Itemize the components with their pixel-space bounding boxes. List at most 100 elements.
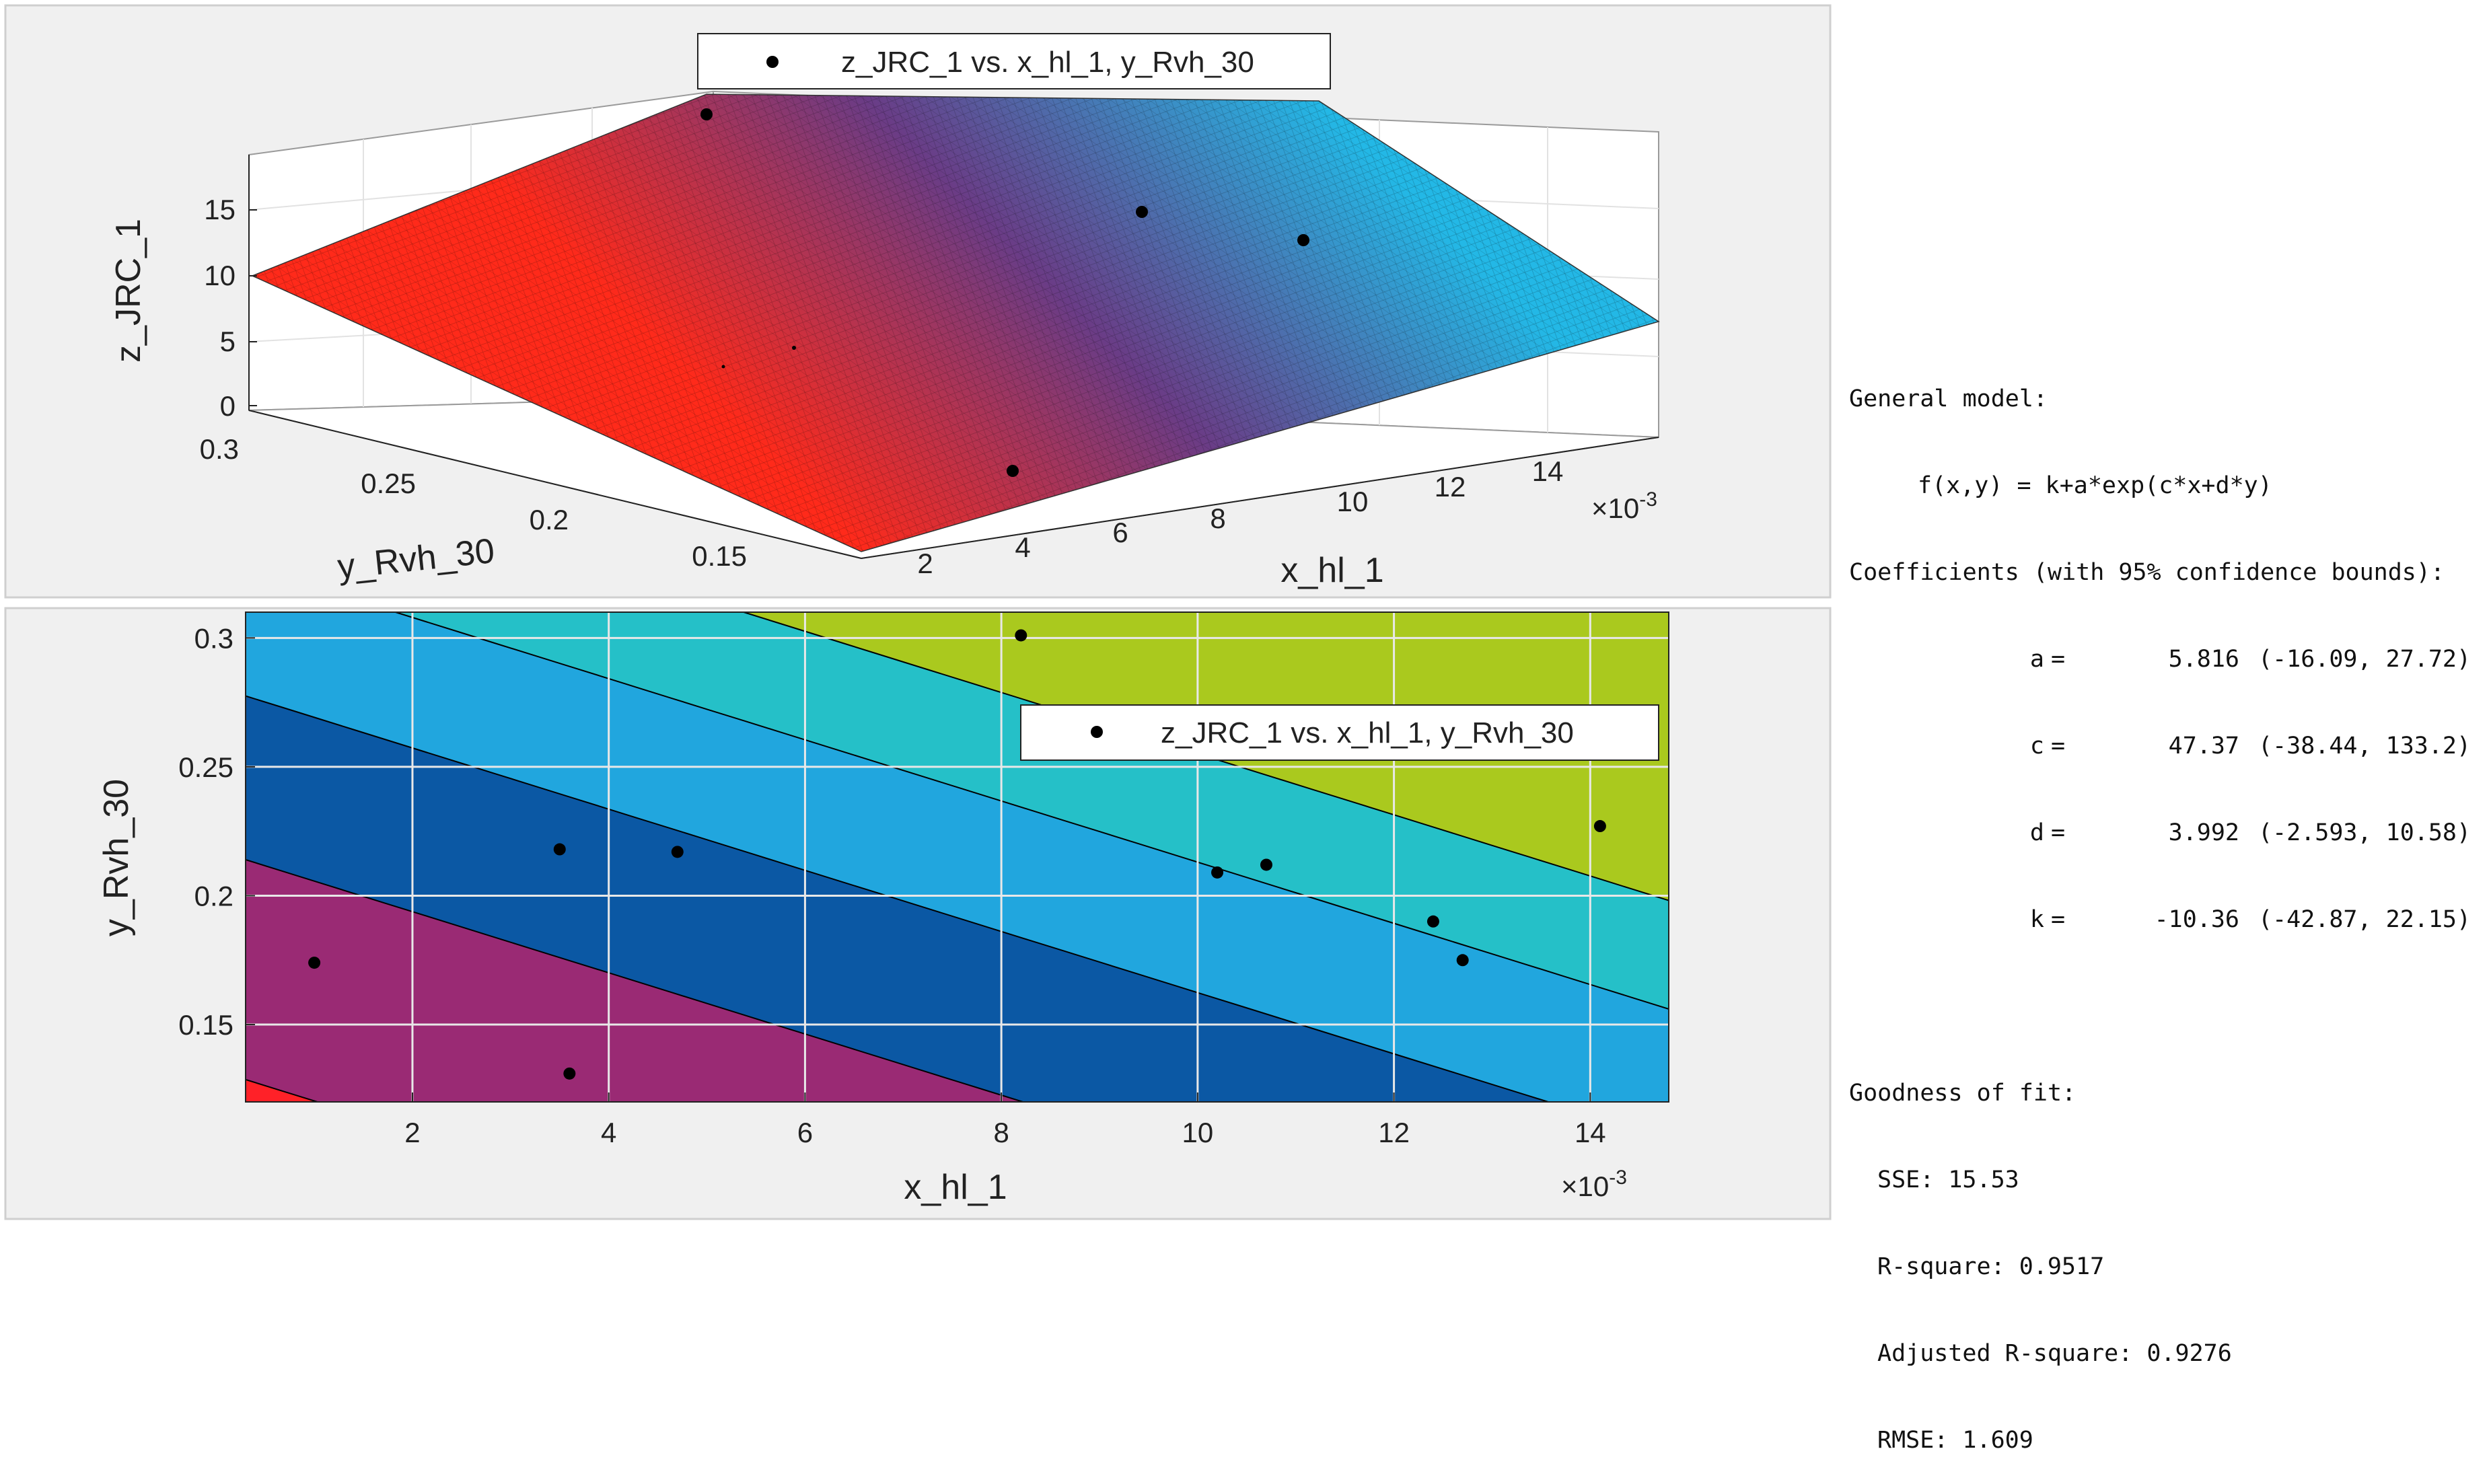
- z-tick-label: 5: [220, 326, 236, 357]
- contour-data-point: [553, 843, 566, 856]
- contour-x-exponent-power: -3: [1609, 1166, 1627, 1189]
- contour-legend-box: [1020, 704, 1659, 761]
- fit-surface-mesh-2: [252, 94, 1659, 552]
- model-formula: f(x,y) = k+a*exp(c*x+d*y): [1918, 472, 2272, 499]
- coef-value: 47.37: [2168, 733, 2239, 759]
- rsquare-value: R-square: 0.9517: [1877, 1253, 2105, 1280]
- coef-value: 3.992: [2168, 819, 2239, 846]
- contour-data-point: [1593, 820, 1606, 833]
- y-tick-label: 0.3: [194, 622, 233, 654]
- dot-icon: [1091, 726, 1103, 738]
- coef-bounds: (-38.44, 133.2): [2258, 733, 2471, 759]
- coefficient-row: a = 5.816 (-16.09, 27.72): [1849, 645, 2486, 674]
- contour-legend-label: z_JRC_1 vs. x_hl_1, y_Rvh_30: [1161, 716, 1574, 749]
- contour-data-point: [1260, 858, 1272, 871]
- x-tick-label: 4: [1015, 531, 1030, 563]
- contour-x-exponent-base: ×10: [1561, 1171, 1609, 1202]
- adj-rsquare-value: Adjusted R-square: 0.9276: [1877, 1340, 2232, 1367]
- coef-value: 5.816: [2168, 646, 2239, 673]
- sse-value: SSE: 15.53: [1877, 1166, 2019, 1193]
- contour-legend[interactable]: z_JRC_1 vs. x_hl_1, y_Rvh_30: [1020, 704, 1659, 761]
- goodness-label: Goodness of fit:: [1849, 1080, 2077, 1107]
- surface-legend[interactable]: z_JRC_1 vs. x_hl_1, y_Rvh_30: [697, 33, 1331, 89]
- coef-name: c: [2029, 733, 2044, 759]
- coef-name: k: [2029, 906, 2044, 933]
- y-tick-label: 0.2: [530, 504, 569, 535]
- contour-data-point: [1456, 954, 1469, 967]
- coefficient-row: c = 47.37 (-38.44, 133.2): [1849, 732, 2486, 761]
- x-tick-label: 2: [917, 548, 933, 579]
- x-tick-label: 2: [404, 1117, 420, 1148]
- surface-panel: 0 5 10 15 z_JRC_1 0.3 0.25 0.2 0.15 y_Rv…: [4, 4, 1832, 599]
- z-ticks: [249, 209, 257, 406]
- x-tick-label: 12: [1378, 1117, 1410, 1148]
- contour-grid: [246, 612, 1669, 1102]
- surface-legend-label: z_JRC_1 vs. x_hl_1, y_Rvh_30: [841, 46, 1254, 79]
- contour-x-axis-label: x_hl_1: [904, 1168, 1007, 1207]
- coef-bounds: (-42.87, 22.15): [2258, 906, 2471, 933]
- x-tick-label: 6: [1112, 517, 1128, 548]
- y-tick-label: 0.3: [200, 433, 239, 465]
- general-model-label: General model:: [1849, 385, 2048, 412]
- x-tick-label: 6: [797, 1117, 813, 1148]
- surface-data-point: [721, 365, 725, 369]
- x-exponent-power: -3: [1639, 488, 1657, 511]
- spacer: [1849, 992, 2486, 1021]
- x-exponent-base: ×10: [1591, 492, 1639, 524]
- rmse-value: RMSE: 1.609: [1877, 1427, 2033, 1454]
- x-tick-label: 4: [601, 1117, 616, 1148]
- contour-panel: 2 4 6 8 10 12 14 0.15 0.2 0.25 0.3 x_hl_1 y_Rvh_30…: [4, 607, 1832, 1220]
- contour-points: [308, 629, 1606, 1080]
- contour-data-point: [1211, 866, 1224, 879]
- coefficient-row: d = 3.992 (-2.593, 10.58): [1849, 819, 2486, 848]
- coefficient-row: k = -10.36 (-42.87, 22.15): [1849, 905, 2486, 934]
- coef-value: -10.36: [2154, 906, 2239, 933]
- coef-name: d: [2029, 819, 2044, 846]
- z-tick-label: 15: [204, 194, 236, 225]
- contour-data-point: [563, 1067, 576, 1080]
- surface-data-point: [1297, 234, 1309, 246]
- y-tick-label: 0.25: [361, 468, 416, 499]
- y-axis-line: [248, 410, 862, 559]
- contour-data-point: [671, 846, 684, 858]
- contour-data-point: [308, 957, 321, 969]
- z-axis-label: z_JRC_1: [109, 219, 148, 363]
- fit-results-panel: General model: f(x,y) = k+a*exp(c*x+d*y)…: [1849, 327, 2486, 1484]
- contour-data-point: [1427, 915, 1439, 928]
- coef-bounds: (-2.593, 10.58): [2258, 819, 2471, 846]
- x-tick-label: 12: [1435, 471, 1466, 503]
- figure-canvas: 0 5 10 15 z_JRC_1 0.3 0.25 0.2 0.15 y_Rv…: [4, 4, 1832, 1220]
- contour-x-exponent: ×10-3: [1561, 1166, 1627, 1202]
- coefficients-label: Coefficients (with 95% confidence bounds…: [1849, 559, 2445, 586]
- contour-line: [393, 612, 1669, 1010]
- x-axis-label: x_hl_1: [1280, 551, 1383, 590]
- x-axis-line: [861, 437, 1659, 559]
- x-exponent: ×10-3: [1591, 488, 1657, 524]
- dot-icon: [766, 56, 779, 68]
- x-tick-label: 8: [993, 1117, 1009, 1148]
- y-tick-label: 0.2: [194, 880, 233, 912]
- y-tick-label: 0.15: [692, 540, 747, 572]
- contour-line: [246, 858, 1025, 1102]
- y-tick-label: 0.25: [178, 751, 233, 783]
- surface-data-point: [700, 108, 713, 120]
- surface-data-point: [1136, 206, 1148, 218]
- z-tick-label: 0: [220, 390, 236, 422]
- x-tick-label: 10: [1337, 486, 1369, 517]
- x-tick-label: 14: [1575, 1117, 1606, 1148]
- x-tick-label: 14: [1532, 455, 1564, 487]
- surface-legend-box: [697, 33, 1331, 89]
- x-tick-label: 10: [1182, 1117, 1214, 1148]
- contour-line: [741, 612, 1669, 901]
- x-tick-label: 8: [1210, 503, 1225, 534]
- coef-name: a: [2029, 646, 2044, 673]
- contour-plot-area: [245, 611, 1669, 1103]
- y-tick-label: 0.15: [178, 1009, 233, 1041]
- coef-bounds: (-16.09, 27.72): [2258, 646, 2471, 673]
- contour-line: [246, 695, 1551, 1102]
- contour-y-axis-label: y_Rvh_30: [97, 779, 136, 936]
- contour-data-point: [1015, 629, 1027, 642]
- z-tick-label: 10: [204, 260, 236, 291]
- surface-data-point: [792, 346, 796, 350]
- surface-data-point: [1007, 465, 1019, 477]
